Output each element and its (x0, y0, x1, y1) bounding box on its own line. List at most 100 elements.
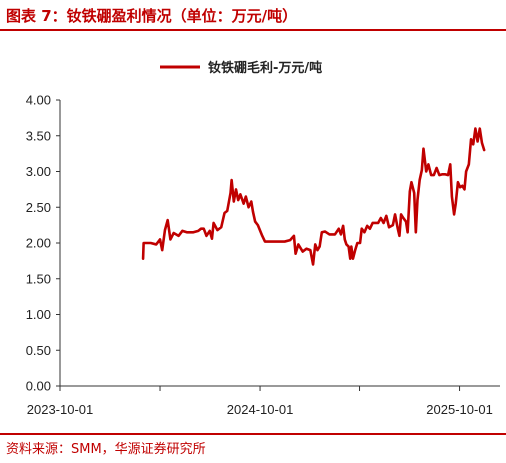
data-point (474, 127, 477, 130)
y-tick-label: 3.00 (26, 164, 51, 179)
data-point (312, 263, 314, 266)
data-point (235, 188, 237, 191)
data-point (476, 140, 479, 143)
x-tick-label: 2023-10-01 (27, 402, 94, 417)
title-divider (0, 29, 506, 31)
data-point (438, 174, 441, 176)
y-tick-label: 2.00 (26, 236, 51, 251)
data-point (363, 231, 366, 234)
data-point (451, 195, 453, 198)
data-point (226, 210, 229, 212)
data-point (427, 163, 430, 166)
data-point (418, 179, 421, 181)
data-point (392, 224, 394, 226)
data-point (435, 167, 438, 169)
data-point (366, 225, 368, 227)
data-point (181, 230, 184, 232)
data-point (269, 240, 272, 243)
data-point (463, 188, 466, 191)
footer-divider (0, 433, 506, 435)
data-point (192, 231, 195, 234)
data-point (239, 193, 242, 196)
data-point (197, 230, 200, 232)
data-point (382, 222, 385, 224)
data-point (283, 240, 286, 243)
data-point (461, 185, 464, 187)
data-point (321, 231, 323, 234)
data-point (142, 257, 144, 260)
data-point (261, 235, 264, 237)
legend-label: 钕铁硼毛利-万元/吨 (208, 60, 322, 76)
series-line (141, 127, 486, 266)
source-note: 资料来源：SMM，华源证券研究所 (6, 442, 206, 457)
data-point (208, 230, 211, 232)
data-point (301, 250, 304, 253)
data-point (388, 226, 390, 229)
y-tick-label: 1.00 (26, 307, 51, 322)
data-point (453, 213, 455, 216)
data-point (220, 226, 223, 229)
data-point (481, 142, 483, 144)
data-point (478, 127, 481, 130)
data-point (177, 235, 180, 237)
data-point (430, 174, 432, 176)
data-point (402, 217, 405, 219)
data-point (449, 163, 452, 166)
data-point (349, 257, 352, 260)
data-point (360, 227, 363, 230)
data-point (409, 190, 411, 193)
data-point (470, 138, 472, 141)
data-point (371, 222, 374, 224)
data-point (441, 173, 443, 176)
data-point (250, 200, 253, 203)
data-point (447, 174, 449, 176)
data-point (413, 192, 415, 194)
data-point (340, 233, 342, 236)
data-point (472, 143, 475, 146)
data-point (264, 240, 266, 243)
data-point (380, 217, 382, 219)
data-point (328, 233, 331, 236)
data-point (394, 213, 396, 216)
data-point (410, 181, 413, 184)
data-point (305, 247, 308, 250)
y-tick-label: 0.00 (26, 379, 51, 394)
data-point (347, 245, 350, 248)
data-point (230, 179, 233, 181)
data-point (205, 235, 208, 237)
data-point (483, 149, 485, 151)
data-point (169, 238, 172, 241)
data-point (369, 227, 371, 230)
x-tick-label: 2025-10-01 (426, 402, 493, 417)
data-point (425, 170, 428, 173)
data-point (406, 231, 409, 234)
data-point (400, 213, 402, 216)
y-tick-label: 2.50 (26, 200, 51, 215)
data-point (211, 237, 213, 240)
plot-area (141, 127, 486, 266)
chart-title: 图表 7：钕铁硼盈利情况（单位：万元/吨） (6, 7, 298, 25)
data-point (202, 227, 205, 230)
data-point (316, 249, 319, 251)
data-point (377, 222, 379, 224)
data-point (337, 227, 340, 230)
data-point (229, 192, 232, 194)
data-point (186, 231, 188, 234)
data-point (345, 243, 348, 246)
data-point (398, 235, 401, 237)
data-point (405, 220, 407, 223)
data-point (247, 206, 250, 209)
data-point (314, 243, 317, 246)
data-point (297, 243, 300, 246)
data-point (459, 186, 461, 189)
data-point (318, 245, 321, 248)
data-point (200, 227, 202, 230)
data-point (396, 227, 399, 230)
data-point (352, 257, 354, 260)
data-point (164, 229, 166, 231)
data-point (216, 229, 219, 231)
data-point (212, 222, 215, 224)
data-point (356, 242, 359, 244)
data-point (237, 199, 239, 201)
